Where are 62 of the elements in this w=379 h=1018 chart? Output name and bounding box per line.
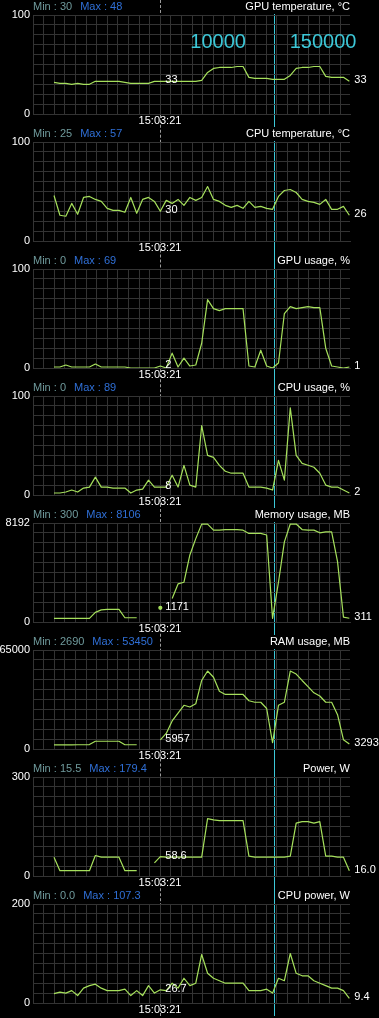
data-label: 30 bbox=[165, 203, 178, 216]
text: Min : 25 bbox=[33, 127, 73, 140]
chart-title: CPU temperature, °C bbox=[245, 127, 351, 140]
text: Min : 2690 bbox=[33, 635, 85, 648]
text: Min : 0 bbox=[33, 254, 67, 267]
data-label: 311 bbox=[354, 610, 372, 623]
annotation: 15:03:21 bbox=[138, 368, 182, 381]
annotation: 15:03:21 bbox=[138, 876, 182, 889]
text: Max : 48 bbox=[80, 0, 123, 13]
chart-title: CPU usage, % bbox=[277, 381, 351, 394]
data-label: 33 bbox=[354, 73, 367, 86]
chart-title: Power, W bbox=[302, 762, 351, 775]
annotation: 15:03:21 bbox=[138, 114, 182, 127]
data-label: 16.0 bbox=[354, 862, 376, 875]
chart-title: RAM usage, MB bbox=[269, 635, 350, 648]
y-tick-label: 0 bbox=[23, 996, 30, 1009]
y-tick-label: 300 bbox=[11, 770, 30, 783]
chart-title: GPU usage, % bbox=[277, 254, 351, 267]
annotation: 15:03:21 bbox=[138, 241, 182, 254]
data-label: 2 bbox=[354, 485, 361, 498]
y-tick-label: 100 bbox=[11, 8, 30, 21]
y-tick-label: 0 bbox=[23, 234, 30, 247]
data-label: 5957 bbox=[165, 731, 190, 744]
text: Min : 300 bbox=[33, 508, 79, 521]
y-tick-label: 200 bbox=[11, 897, 30, 910]
chart-title: Memory usage, MB bbox=[254, 508, 350, 521]
annotation: 15:03:21 bbox=[138, 495, 182, 508]
y-tick-label: 0 bbox=[23, 361, 30, 374]
text: Min : 15.5 bbox=[33, 762, 82, 775]
text: Max : 57 bbox=[80, 127, 123, 140]
text: Min : 30 bbox=[33, 0, 73, 13]
text: Max : 53450 bbox=[92, 635, 153, 648]
data-label: 3293 bbox=[354, 736, 379, 749]
y-tick-label: 65000 bbox=[0, 643, 30, 656]
y-tick-label: 0 bbox=[23, 615, 30, 628]
annotation: 150000 bbox=[289, 29, 357, 52]
data-label: 1 bbox=[354, 359, 361, 372]
annotation: 15:03:21 bbox=[138, 622, 182, 635]
y-tick-label: 100 bbox=[11, 262, 30, 275]
annotation: 15:03:21 bbox=[138, 1003, 182, 1016]
y-tick-label: 100 bbox=[11, 135, 30, 148]
data-label: 8 bbox=[165, 479, 172, 492]
text: Max : 69 bbox=[74, 254, 117, 267]
data-label: 26 bbox=[354, 207, 367, 220]
text: Max : 8106 bbox=[86, 508, 141, 521]
chart-title: CPU power, W bbox=[277, 889, 351, 902]
text: Max : 107.3 bbox=[83, 889, 141, 902]
text: Max : 89 bbox=[74, 381, 117, 394]
text: Min : 0 bbox=[33, 381, 67, 394]
text: Max : 179.4 bbox=[89, 762, 147, 775]
chart-title: GPU temperature, °C bbox=[245, 0, 351, 13]
text: Min : 0.0 bbox=[33, 889, 76, 902]
y-tick-label: 0 bbox=[23, 107, 30, 120]
annotation: 15:03:21 bbox=[138, 749, 182, 762]
y-tick-label: 0 bbox=[23, 869, 30, 882]
data-label: 1171 bbox=[165, 599, 189, 612]
y-tick-label: 0 bbox=[23, 742, 30, 755]
y-tick-label: 0 bbox=[23, 488, 30, 501]
data-label: 9.4 bbox=[354, 990, 370, 1003]
y-tick-label: 100 bbox=[11, 389, 30, 402]
annotation: 10000 bbox=[190, 29, 246, 52]
y-tick-label: 8192 bbox=[5, 516, 30, 529]
